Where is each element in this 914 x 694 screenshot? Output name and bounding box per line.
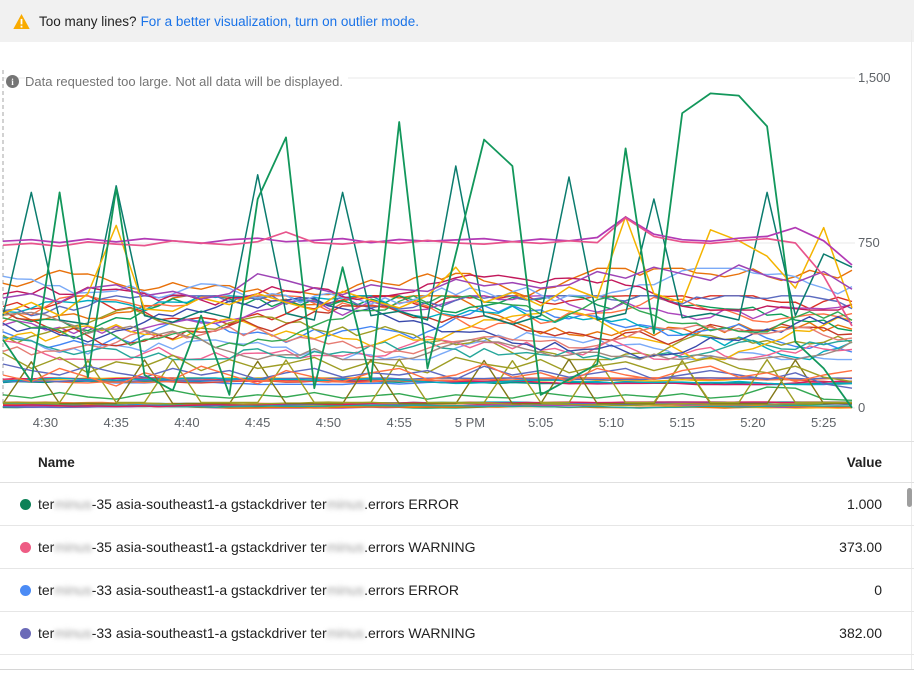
data-notice: i Data requested too large. Not all data… <box>6 74 348 89</box>
series-color-dot <box>20 498 31 510</box>
banner-question: Too many lines? <box>39 13 137 29</box>
chart-area[interactable]: i Data requested too large. Not all data… <box>0 42 914 441</box>
chart-plot[interactable] <box>0 70 914 420</box>
value-column-header: Value <box>846 454 882 470</box>
legend-row[interactable]: terminus-35 asia-southeast1-a gstackdriv… <box>0 526 914 569</box>
series-name: terminus-35 asia-southeast1-a gstackdriv… <box>38 539 476 555</box>
chart-series-line <box>2 386 853 401</box>
series-color-dot <box>20 627 31 639</box>
chart-series-line <box>2 296 853 359</box>
series-value: 373.00 <box>839 539 882 555</box>
series-value: 1.000 <box>846 496 882 512</box>
warning-banner: Too many lines? For a better visualizati… <box>0 0 914 42</box>
legend-scrollbar-thumb[interactable] <box>907 488 912 507</box>
series-color-dot <box>20 541 31 553</box>
legend-row[interactable]: terminus-35 asia-southeast1-a gstackdriv… <box>0 483 914 526</box>
chart-series-line <box>2 295 853 326</box>
chart-series-line <box>2 335 853 361</box>
series-name: terminus-33 asia-southeast1-a gstackdriv… <box>38 582 459 598</box>
series-value: 0 <box>874 582 882 598</box>
chart-series-line <box>2 352 853 383</box>
legend-row[interactable]: terminus-33 asia-southeast1-a gstackdriv… <box>0 569 914 612</box>
chart-series-line <box>2 217 853 327</box>
info-icon: i <box>6 75 19 88</box>
chart-series-line <box>2 274 853 311</box>
outlier-mode-link[interactable]: For a better visualization, turn on outl… <box>140 13 419 29</box>
series-name: terminus-33 asia-southeast1-a gstackdriv… <box>38 625 476 641</box>
chart-series-line <box>2 358 852 405</box>
legend-partial-row <box>0 655 914 670</box>
data-notice-text: Data requested too large. Not all data w… <box>25 74 348 89</box>
chart-series-line <box>2 377 853 383</box>
chart-series-line <box>2 215 853 317</box>
chart-series-line <box>2 307 853 361</box>
chart-series-line <box>2 377 853 386</box>
chart-series-line <box>2 92 853 409</box>
legend-table: Name Value terminus-35 asia-southeast1-a… <box>0 441 914 670</box>
chart-series-line <box>2 165 853 326</box>
series-name: terminus-35 asia-southeast1-a gstackdriv… <box>38 496 459 512</box>
chart-series-line <box>2 264 853 304</box>
chart-series-line <box>2 336 853 361</box>
chart-series-line <box>2 363 853 389</box>
chart-series-line <box>2 307 853 361</box>
chart-series-line <box>2 324 853 356</box>
series-color-dot <box>20 584 31 596</box>
chart-series-line <box>2 295 853 332</box>
series-value: 382.00 <box>839 625 882 641</box>
right-edge-divider <box>911 30 912 670</box>
legend-header-row: Name Value <box>0 441 914 483</box>
warning-icon <box>13 13 30 29</box>
chart-series-line <box>2 267 853 298</box>
chart-series-line <box>2 311 853 361</box>
chart-series-line <box>2 295 853 335</box>
name-column-header: Name <box>38 454 75 470</box>
legend-row[interactable]: terminus-33 asia-southeast1-a gstackdriv… <box>0 612 914 655</box>
chart-series-line <box>2 295 853 349</box>
chart-series-line <box>3 357 852 404</box>
